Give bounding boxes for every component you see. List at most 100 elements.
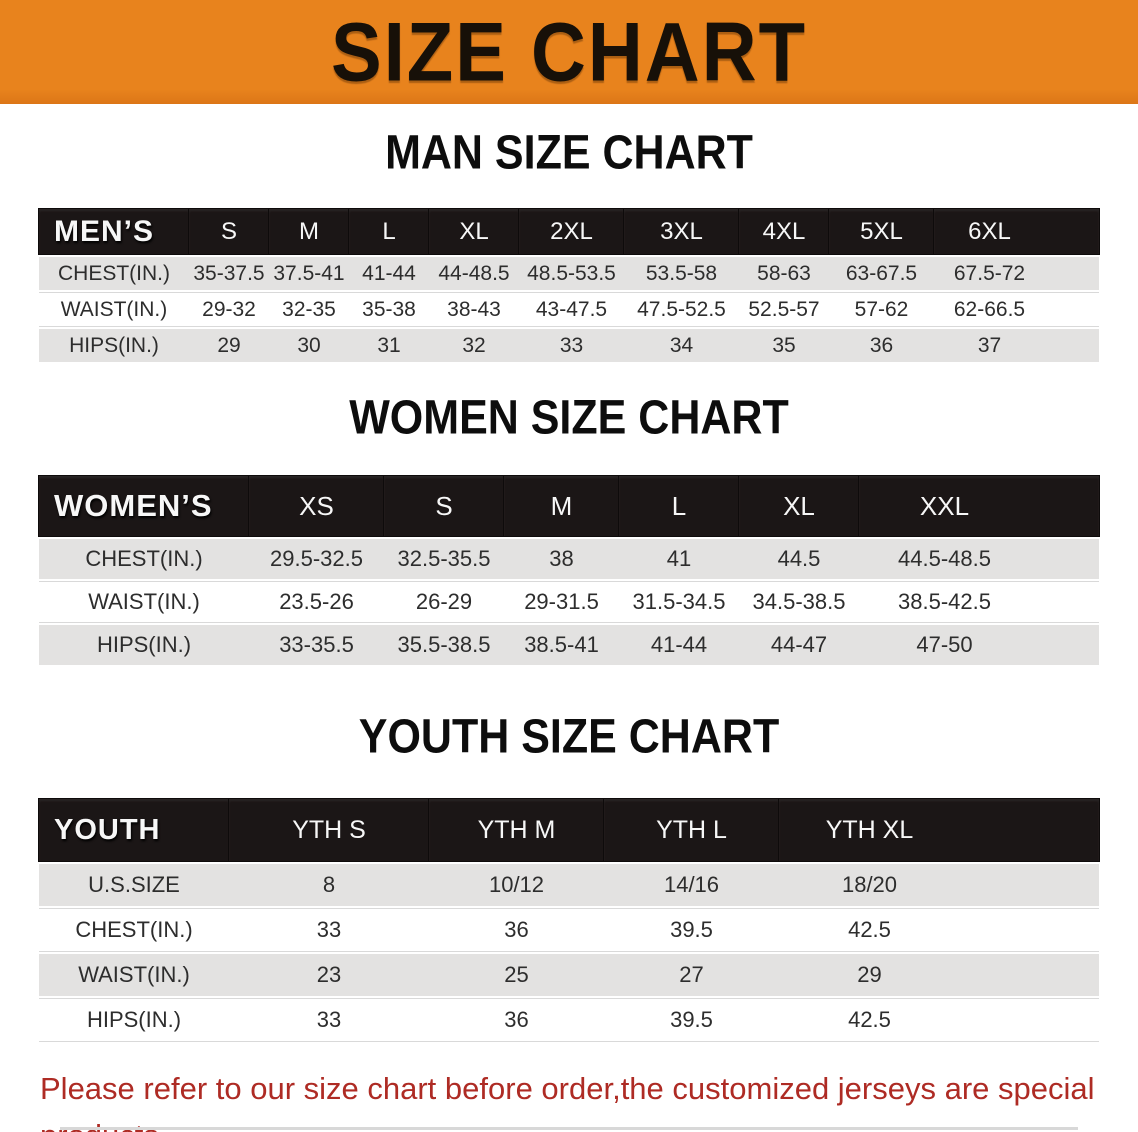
table-row: HIPS(IN.) 29 30 31 32 33 34 35 36 37	[39, 329, 1099, 362]
row-label: HIPS(IN.)	[39, 999, 229, 1041]
table-cell: 18/20	[779, 864, 1099, 906]
column-header: YTH S	[229, 799, 429, 861]
table-cell: 42.5	[779, 909, 1099, 951]
column-header: XS	[249, 476, 384, 536]
table-cell: 37.5-41	[269, 257, 349, 290]
men-section-heading-text: MAN SIZE CHART	[385, 126, 753, 180]
table-cell: 32.5-35.5	[384, 539, 504, 579]
table-cell: 26-29	[384, 582, 504, 622]
column-header: L	[619, 476, 739, 536]
table-cell: 47.5-52.5	[624, 293, 739, 326]
table-cell: 32	[429, 329, 519, 362]
table-cell: 27	[604, 954, 779, 996]
table-cell: 35	[739, 329, 829, 362]
table-cell: 29-32	[189, 293, 269, 326]
women-section-heading: WOMEN SIZE CHART	[0, 391, 1138, 453]
table-cell: 39.5	[604, 999, 779, 1041]
table-cell: 36	[429, 909, 604, 951]
women-section-heading-text: WOMEN SIZE CHART	[349, 391, 789, 445]
row-label: WAIST(IN.)	[39, 293, 189, 326]
column-header: 5XL	[829, 209, 934, 254]
youth-table-label: YOUTH	[39, 799, 229, 861]
banner: SIZE CHART	[0, 0, 1138, 104]
column-header: 6XL	[934, 209, 1099, 254]
table-cell: 33	[229, 909, 429, 951]
men-section-heading: MAN SIZE CHART	[0, 126, 1138, 188]
column-header: XL	[739, 476, 859, 536]
table-cell: 39.5	[604, 909, 779, 951]
youth-section-heading-text: YOUTH SIZE CHART	[358, 710, 780, 764]
table-cell: 57-62	[829, 293, 934, 326]
table-cell: 38	[504, 539, 619, 579]
mens-size-table: MEN’S S M L XL 2XL 3XL 4XL 5XL 6XL CHEST…	[39, 206, 1099, 365]
column-header: YTH XL	[779, 799, 1099, 861]
table-cell: 34	[624, 329, 739, 362]
table-row: HIPS(IN.) 33-35.5 35.5-38.5 38.5-41 41-4…	[39, 625, 1099, 665]
table-cell: 62-66.5	[934, 293, 1099, 326]
table-cell: 44.5	[739, 539, 859, 579]
table-cell: 41-44	[619, 625, 739, 665]
table-cell: 25	[429, 954, 604, 996]
table-cell: 31.5-34.5	[619, 582, 739, 622]
table-header-row: MEN’S S M L XL 2XL 3XL 4XL 5XL 6XL	[39, 209, 1099, 254]
youth-size-table: YOUTH YTH S YTH M YTH L YTH XL U.S.SIZE …	[39, 796, 1099, 1044]
table-cell: 23	[229, 954, 429, 996]
row-label: CHEST(IN.)	[39, 909, 229, 951]
table-row: CHEST(IN.) 33 36 39.5 42.5	[39, 909, 1099, 951]
table-cell: 36	[429, 999, 604, 1041]
row-label: WAIST(IN.)	[39, 582, 249, 622]
table-cell: 8	[229, 864, 429, 906]
table-cell: 48.5-53.5	[519, 257, 624, 290]
table-cell: 38.5-41	[504, 625, 619, 665]
column-header: S	[189, 209, 269, 254]
table-cell: 34.5-38.5	[739, 582, 859, 622]
womens-size-table: WOMEN’S XS S M L XL XXL CHEST(IN.) 29.5-…	[39, 473, 1099, 668]
table-cell: 31	[349, 329, 429, 362]
mens-table-label: MEN’S	[39, 209, 189, 254]
column-header: YTH L	[604, 799, 779, 861]
column-header: XXL	[859, 476, 1099, 536]
youth-section-heading: YOUTH SIZE CHART	[0, 710, 1138, 772]
table-cell: 58-63	[739, 257, 829, 290]
table-cell: 35-38	[349, 293, 429, 326]
column-header: YTH M	[429, 799, 604, 861]
row-label: CHEST(IN.)	[39, 539, 249, 579]
column-header: 4XL	[739, 209, 829, 254]
table-row: CHEST(IN.) 29.5-32.5 32.5-35.5 38 41 44.…	[39, 539, 1099, 579]
table-cell: 14/16	[604, 864, 779, 906]
disclaimer-line-1: Please refer to our size chart before or…	[40, 1071, 1095, 1132]
table-row: CHEST(IN.) 35-37.5 37.5-41 41-44 44-48.5…	[39, 257, 1099, 290]
table-row: WAIST(IN.) 29-32 32-35 35-38 38-43 43-47…	[39, 293, 1099, 326]
disclaimer: Please refer to our size chart before or…	[40, 1066, 1108, 1132]
table-cell: 10/12	[429, 864, 604, 906]
table-cell: 67.5-72	[934, 257, 1099, 290]
table-cell: 41	[619, 539, 739, 579]
column-header: XL	[429, 209, 519, 254]
table-cell: 29.5-32.5	[249, 539, 384, 579]
table-cell: 36	[829, 329, 934, 362]
table-cell: 53.5-58	[624, 257, 739, 290]
table-cell: 35-37.5	[189, 257, 269, 290]
column-header: 2XL	[519, 209, 624, 254]
table-cell: 35.5-38.5	[384, 625, 504, 665]
womens-table-label: WOMEN’S	[39, 476, 249, 536]
table-cell: 37	[934, 329, 1099, 362]
table-cell: 52.5-57	[739, 293, 829, 326]
table-cell: 47-50	[859, 625, 1099, 665]
page-title: SIZE CHART	[331, 5, 807, 99]
table-cell: 41-44	[349, 257, 429, 290]
column-header: M	[269, 209, 349, 254]
table-cell: 44-47	[739, 625, 859, 665]
table-cell: 44.5-48.5	[859, 539, 1099, 579]
table-cell: 38.5-42.5	[859, 582, 1099, 622]
table-row: WAIST(IN.) 23.5-26 26-29 29-31.5 31.5-34…	[39, 582, 1099, 622]
table-cell: 44-48.5	[429, 257, 519, 290]
bottom-divider	[60, 1127, 1078, 1130]
row-label: CHEST(IN.)	[39, 257, 189, 290]
column-header: M	[504, 476, 619, 536]
row-label: HIPS(IN.)	[39, 625, 249, 665]
table-row: U.S.SIZE 8 10/12 14/16 18/20	[39, 864, 1099, 906]
table-header-row: WOMEN’S XS S M L XL XXL	[39, 476, 1099, 536]
table-cell: 43-47.5	[519, 293, 624, 326]
table-cell: 23.5-26	[249, 582, 384, 622]
